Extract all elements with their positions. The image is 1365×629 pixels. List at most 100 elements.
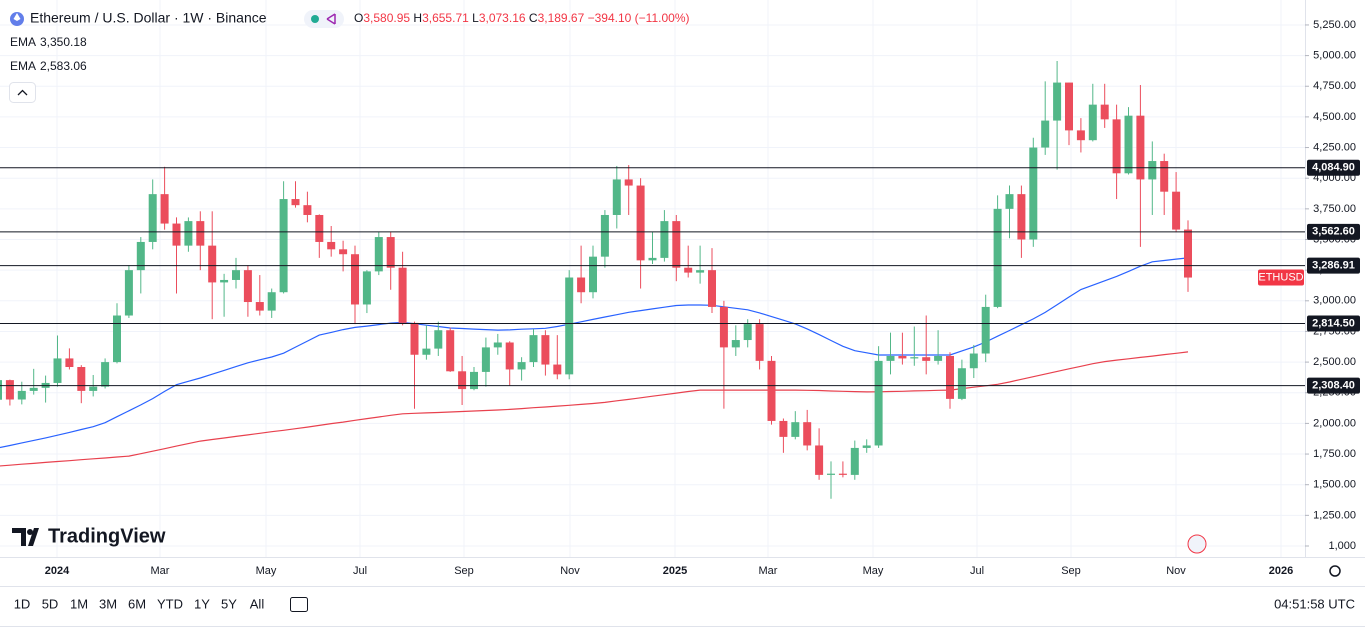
level-label-box xyxy=(1307,223,1360,240)
y-tick-label: 1,000 xyxy=(1328,540,1356,552)
range-button[interactable]: 1Y xyxy=(194,596,210,611)
candle-body xyxy=(1148,161,1157,180)
range-button[interactable]: 5D xyxy=(42,596,59,611)
candle-body xyxy=(1124,115,1133,174)
indicator-value: 3,350.18 xyxy=(40,35,87,49)
date-range-icon[interactable] xyxy=(290,597,308,612)
y-tick-label: 1,250.00 xyxy=(1313,509,1356,521)
candle-body xyxy=(184,221,193,246)
candle-body xyxy=(1065,82,1073,131)
candle-body xyxy=(910,357,919,359)
candle-body xyxy=(160,194,169,224)
range-button[interactable]: YTD xyxy=(157,596,183,611)
x-tick-label: May xyxy=(256,565,277,577)
candle-body xyxy=(398,267,407,323)
candle-body xyxy=(29,387,38,391)
range-button[interactable]: 1M xyxy=(70,596,88,611)
candle-body xyxy=(386,237,395,268)
symbol-title[interactable]: Ethereum / U.S. Dollar · 1W · Binance xyxy=(30,10,267,26)
candle-body xyxy=(1017,194,1026,240)
candle-body xyxy=(148,194,157,242)
candle-body xyxy=(422,348,431,355)
range-button[interactable]: All xyxy=(250,596,265,611)
candle-body xyxy=(315,214,324,242)
level-label-box xyxy=(1307,257,1360,274)
logo-icon xyxy=(12,528,39,546)
candle-body xyxy=(636,185,645,261)
candle-body xyxy=(743,324,752,341)
candle-body xyxy=(577,277,586,293)
candle-body xyxy=(267,292,276,311)
candle-body xyxy=(696,270,705,273)
candle-body xyxy=(89,386,98,391)
candle-body xyxy=(684,267,693,273)
x-tick-label: Sep xyxy=(1061,565,1081,577)
x-tick-label: 2024 xyxy=(45,565,70,577)
y-tick-label: 4,250.00 xyxy=(1313,141,1356,153)
candle-body xyxy=(612,179,621,215)
candle-body xyxy=(886,355,895,361)
candle-body xyxy=(65,358,74,368)
candle-body xyxy=(957,368,966,399)
candle-body xyxy=(1053,82,1062,121)
candle-body xyxy=(874,360,883,446)
candle-body xyxy=(1088,104,1097,141)
candle-body xyxy=(17,390,26,400)
candle-body xyxy=(1076,130,1085,141)
market-status xyxy=(311,15,319,23)
candle-body xyxy=(124,270,133,316)
collapse-icon xyxy=(17,89,28,96)
range-button[interactable]: 5Y xyxy=(221,596,237,611)
candle-body xyxy=(1136,115,1145,180)
candle-body xyxy=(374,237,383,272)
ohlc-value: 3,580.95 xyxy=(363,11,410,25)
range-button[interactable]: 1D xyxy=(14,596,31,611)
candle-body xyxy=(755,324,764,361)
y-tick-label: 4,500.00 xyxy=(1313,111,1356,123)
candle-body xyxy=(708,270,716,307)
y-tick-label: 1,750.00 xyxy=(1313,448,1356,460)
x-tick-label: Mar xyxy=(151,565,170,577)
indicator-name[interactable]: EMA xyxy=(10,59,36,73)
level-label: 3,562.60 xyxy=(1312,226,1355,238)
events-icon[interactable] xyxy=(1187,534,1207,554)
candle-body xyxy=(362,271,371,305)
candle-body xyxy=(136,241,145,271)
share-icon xyxy=(326,13,336,25)
y-tick-label: 2,000.00 xyxy=(1313,417,1356,429)
x-tick-label: Jul xyxy=(970,565,984,577)
range-button[interactable]: 3M xyxy=(99,596,117,611)
y-tick-label: 2,500.00 xyxy=(1313,356,1356,368)
candle-body xyxy=(327,241,336,250)
candle-body xyxy=(660,221,669,258)
x-tick-label: Nov xyxy=(1166,565,1186,577)
x-tick-label: 2025 xyxy=(663,565,687,577)
range-button[interactable]: 6M xyxy=(128,596,146,611)
collapse-button[interactable] xyxy=(9,82,36,103)
settings-icon[interactable] xyxy=(1329,565,1341,577)
ohlc-key: L xyxy=(472,11,479,25)
status-pill[interactable] xyxy=(304,10,344,28)
candle-body xyxy=(1160,161,1169,192)
logo-text: TradingView xyxy=(48,525,166,547)
candle-body xyxy=(505,342,514,370)
candle-body xyxy=(791,422,800,437)
x-tick-label: Mar xyxy=(759,565,778,577)
ohlc-change: −394.10 (−11.00%) xyxy=(588,11,690,25)
level-label: 4,084.90 xyxy=(1312,162,1355,174)
candle-body xyxy=(529,335,538,363)
candle-body xyxy=(481,347,490,372)
candle-body xyxy=(624,179,633,186)
x-tick-label: Sep xyxy=(454,565,474,577)
candle-body xyxy=(838,473,847,475)
clock[interactable]: 04:51:58 UTC xyxy=(1274,596,1355,611)
symbol-icon xyxy=(13,13,21,21)
candle-body xyxy=(303,205,312,215)
candle-body xyxy=(731,340,740,348)
candle-body xyxy=(1172,191,1181,230)
indicator-name[interactable]: EMA xyxy=(10,35,36,49)
candle-body xyxy=(827,473,835,475)
candle-body xyxy=(208,245,217,283)
level-label-box xyxy=(1307,315,1360,332)
